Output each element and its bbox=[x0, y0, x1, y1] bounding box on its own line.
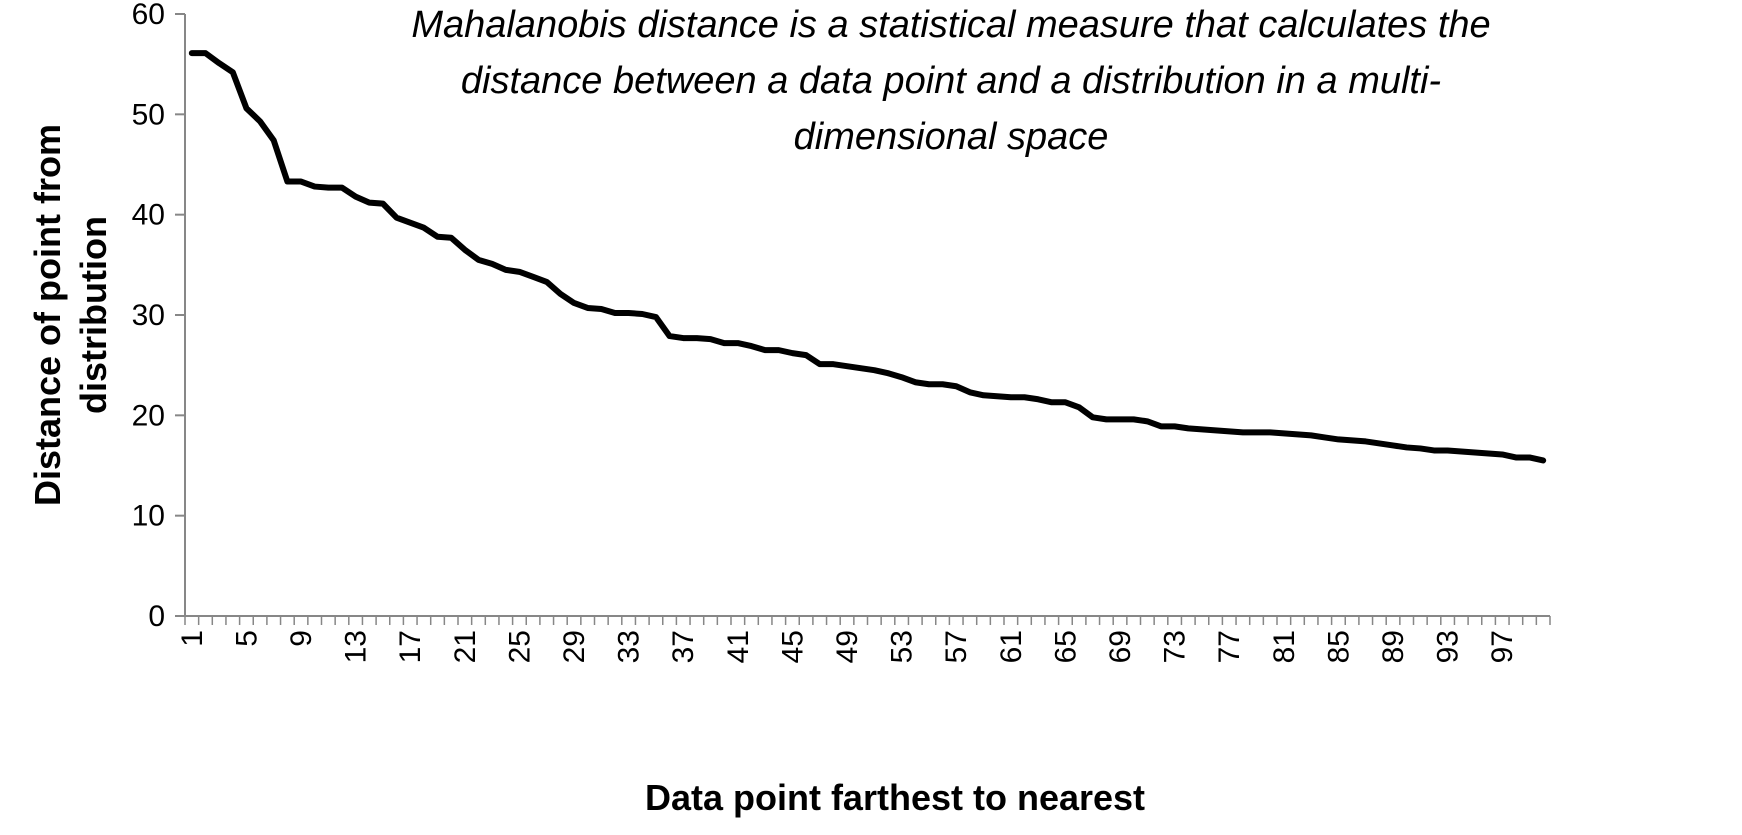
annotation-line: Mahalanobis distance is a statistical me… bbox=[411, 4, 1490, 46]
x-tick-label: 89 bbox=[1377, 630, 1410, 663]
x-tick-label: 33 bbox=[613, 630, 646, 663]
x-tick-label: 61 bbox=[995, 630, 1028, 663]
x-tick-label: 85 bbox=[1322, 630, 1355, 663]
x-axis: 1 5 9 13 17 21 25 29 33 37 41 45 49 53 57 61 65 69 73 77 81 8… bbox=[176, 615, 1551, 663]
annotation-line: distance between a data point and a dist… bbox=[461, 60, 1441, 102]
x-tick-label: 13 bbox=[340, 630, 373, 663]
x-tick-label: 45 bbox=[776, 630, 809, 663]
x-tick-label: 49 bbox=[831, 630, 864, 663]
x-tick-label: 73 bbox=[1159, 630, 1192, 663]
series-line bbox=[188, 50, 1547, 464]
axis-titles: Data point farthest to nearest Distance o… bbox=[27, 124, 1145, 818]
x-tick-label: 37 bbox=[667, 630, 700, 663]
y-axis-title: Distance of point from bbox=[27, 124, 68, 506]
x-tick-label: 25 bbox=[503, 630, 536, 663]
y-tick-label: 0 bbox=[148, 600, 165, 633]
y-tick-label: 60 bbox=[132, 0, 165, 31]
y-tick-label: 40 bbox=[132, 199, 165, 232]
y-tick-label: 50 bbox=[132, 98, 165, 131]
x-tick-label: 57 bbox=[940, 630, 973, 663]
x-tick-label: 5 bbox=[230, 630, 263, 647]
x-tick-label: 1 bbox=[176, 630, 209, 647]
x-tick-label: 53 bbox=[886, 630, 919, 663]
chart-annotation: Mahalanobis distance is a statistical me… bbox=[411, 4, 1490, 158]
x-tick-label: 29 bbox=[558, 630, 591, 663]
y-tick-label: 30 bbox=[132, 299, 165, 332]
x-tick-label: 97 bbox=[1486, 630, 1519, 663]
x-tick-label: 41 bbox=[722, 630, 755, 663]
x-tick-label: 69 bbox=[1104, 630, 1137, 663]
y-axis: 0 10 20 30 40 50 60 bbox=[132, 0, 186, 633]
y-tick-label: 20 bbox=[132, 399, 165, 432]
x-tick-label: 81 bbox=[1268, 630, 1301, 663]
x-tick-label: 9 bbox=[285, 630, 318, 647]
series-group bbox=[188, 50, 1547, 464]
x-tick-label: 21 bbox=[449, 630, 482, 663]
y-axis-title: distribution bbox=[73, 216, 114, 414]
x-tick-label: 17 bbox=[394, 630, 427, 663]
y-tick-label: 10 bbox=[132, 500, 165, 533]
x-tick-label: 93 bbox=[1432, 630, 1465, 663]
annotation-line: dimensional space bbox=[794, 116, 1109, 158]
x-tick-label: 77 bbox=[1213, 630, 1246, 663]
x-axis-title: Data point farthest to nearest bbox=[645, 777, 1145, 818]
x-tick-label: 65 bbox=[1049, 630, 1082, 663]
